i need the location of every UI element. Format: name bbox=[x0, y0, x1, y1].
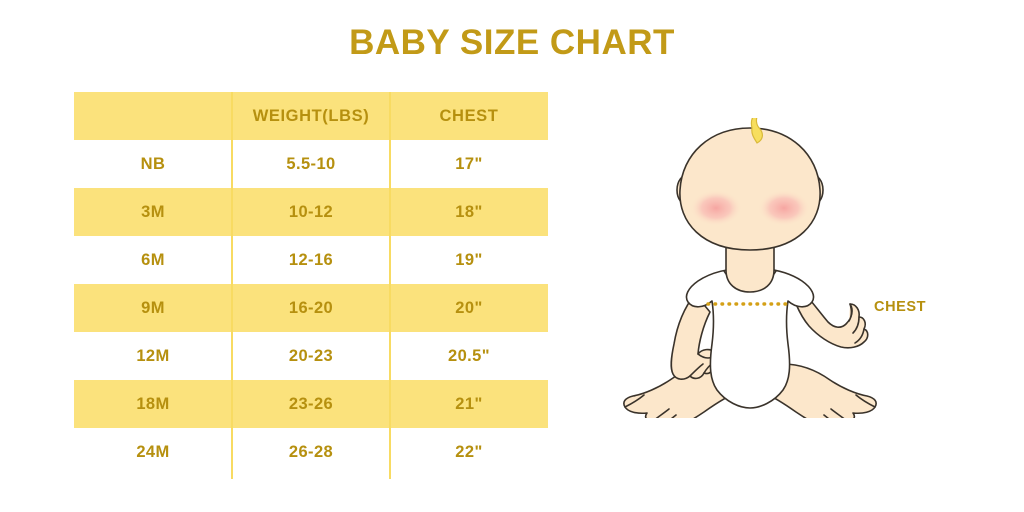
baby-onesie bbox=[685, 267, 815, 409]
column-separator-2 bbox=[389, 92, 391, 479]
left-cheek-blush bbox=[690, 190, 742, 226]
table-row: 24M 26-28 22" bbox=[74, 428, 548, 476]
cell-weight: 20-23 bbox=[232, 332, 390, 380]
cell-chest: 20" bbox=[390, 284, 548, 332]
cell-weight: 5.5-10 bbox=[232, 140, 390, 188]
baby-right-arm bbox=[795, 293, 869, 349]
column-header-chest: CHEST bbox=[390, 92, 548, 140]
cell-weight: 12-16 bbox=[232, 236, 390, 284]
column-header-size bbox=[74, 92, 232, 140]
hair-curl bbox=[750, 118, 763, 144]
page-title: BABY SIZE CHART bbox=[349, 23, 675, 62]
baby-left-arm bbox=[670, 293, 719, 380]
table-row: NB 5.5-10 17" bbox=[74, 140, 548, 188]
table-row: 9M 16-20 20" bbox=[74, 284, 548, 332]
baby-head bbox=[679, 127, 821, 251]
cell-chest: 17" bbox=[390, 140, 548, 188]
column-separator-1 bbox=[231, 92, 233, 479]
cell-chest: 20.5" bbox=[390, 332, 548, 380]
table-row: 6M 12-16 19" bbox=[74, 236, 548, 284]
cell-chest: 22" bbox=[390, 428, 548, 476]
cell-size: 9M bbox=[74, 284, 232, 332]
cell-size: 24M bbox=[74, 428, 232, 476]
cell-weight: 26-28 bbox=[232, 428, 390, 476]
cell-chest: 19" bbox=[390, 236, 548, 284]
cell-size: 12M bbox=[74, 332, 232, 380]
cell-size: 18M bbox=[74, 380, 232, 428]
table-header-row: WEIGHT(LBS) CHEST bbox=[74, 92, 548, 140]
table-header: WEIGHT(LBS) CHEST bbox=[74, 92, 548, 140]
baby-neck bbox=[725, 237, 775, 293]
cell-weight: 16-20 bbox=[232, 284, 390, 332]
cell-weight: 10-12 bbox=[232, 188, 390, 236]
chest-measurement-label: CHEST bbox=[874, 299, 927, 315]
table-row: 3M 10-12 18" bbox=[74, 188, 548, 236]
size-table-container: WEIGHT(LBS) CHEST NB 5.5-10 17" 3M 10-12… bbox=[74, 92, 548, 479]
cell-size: NB bbox=[74, 140, 232, 188]
baby-illustration bbox=[600, 118, 900, 418]
table-body: NB 5.5-10 17" 3M 10-12 18" 6M 12-16 19" … bbox=[74, 140, 548, 476]
column-header-weight: WEIGHT(LBS) bbox=[232, 92, 390, 140]
cell-size: 3M bbox=[74, 188, 232, 236]
right-cheek-blush bbox=[758, 190, 810, 226]
table-row: 12M 20-23 20.5" bbox=[74, 332, 548, 380]
cell-chest: 18" bbox=[390, 188, 548, 236]
cell-chest: 21" bbox=[390, 380, 548, 428]
size-table: WEIGHT(LBS) CHEST NB 5.5-10 17" 3M 10-12… bbox=[74, 92, 548, 476]
table-row: 18M 23-26 21" bbox=[74, 380, 548, 428]
cell-size: 6M bbox=[74, 236, 232, 284]
cell-weight: 23-26 bbox=[232, 380, 390, 428]
